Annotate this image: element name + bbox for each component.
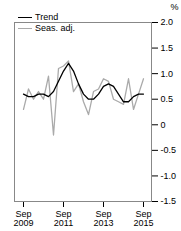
html-text:Seas. adj.: Seas. adj. [35,23,75,33]
svg-text:-0.5: -0.5 [161,145,177,155]
svg-text:Sep2009: Sep2009 [13,209,33,228]
svg-text:1.0: 1.0 [161,69,174,79]
svg-text:0: 0 [161,120,166,130]
svg-text:-1.5: -1.5 [161,196,177,206]
svg-text:1.5: 1.5 [161,43,174,53]
svg-text:Sep2011: Sep2011 [54,209,73,228]
svg-text:Sep2015: Sep2015 [133,209,153,228]
svg-text:%: % [170,2,178,12]
svg-text:Sep2013: Sep2013 [93,209,113,228]
html-text:Trend: Trend [35,12,59,22]
svg-text:0.5: 0.5 [161,94,174,104]
svg-text:-1.0: -1.0 [161,171,177,181]
svg-text:2.0: 2.0 [161,17,174,27]
